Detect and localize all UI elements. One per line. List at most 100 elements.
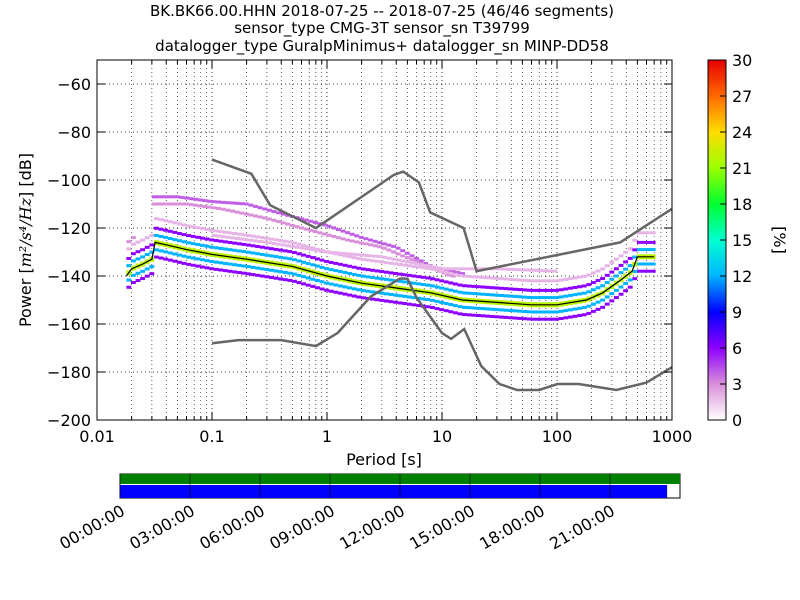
psd-histogram-cell	[310, 256, 316, 260]
psd-outlier-cell	[520, 268, 526, 272]
psd-outlier-cell	[126, 240, 132, 244]
psd-histogram-cell	[425, 276, 431, 280]
psd-histogram-cell	[457, 273, 463, 277]
psd-histogram-cell	[383, 299, 389, 303]
psd-histogram-cell	[365, 275, 371, 279]
psd-histogram-cell	[503, 294, 509, 298]
psd-histogram-cell	[462, 274, 468, 278]
psd-histogram-cell	[406, 302, 412, 306]
psd-outlier-cell	[409, 258, 415, 262]
psd-histogram-cell	[130, 252, 136, 256]
psd-outlier-cell	[253, 214, 258, 218]
psd-histogram-cell	[411, 274, 417, 278]
psd-histogram-cell	[618, 285, 624, 289]
x-axis-label: Period [s]	[346, 450, 422, 469]
psd-histogram-cell	[259, 245, 265, 249]
psd-outlier-cell	[266, 208, 272, 212]
timeline-tick-label: 18:00:00	[476, 501, 548, 553]
psd-outlier-cell	[354, 253, 360, 257]
psd-histogram-cell	[636, 262, 642, 266]
psd-histogram-cell	[144, 236, 150, 240]
psd-histogram-cell	[489, 307, 495, 311]
psd-histogram-cell	[618, 263, 624, 267]
psd-outlier-cell	[349, 232, 355, 236]
psd-histogram-cell	[489, 314, 495, 318]
psd-histogram-cell	[273, 255, 279, 259]
psd-histogram-cell	[347, 264, 353, 268]
psd-histogram-cell	[383, 292, 389, 296]
psd-histogram-cell	[282, 278, 288, 282]
psd-histogram-cell	[287, 250, 293, 254]
psd-histogram-cell	[609, 277, 615, 281]
psd-outlier-cell	[391, 250, 396, 254]
psd-histogram-cell	[314, 257, 320, 261]
psd-histogram-cell	[360, 289, 366, 293]
psd-histogram-cell	[618, 271, 624, 275]
psd-histogram-cell	[236, 232, 242, 236]
psd-histogram-cell	[388, 292, 394, 296]
psd-outlier-cell	[455, 271, 461, 275]
psd-histogram-cell	[236, 263, 242, 267]
psd-outlier-cell	[386, 243, 392, 247]
psd-histogram-cell	[590, 302, 596, 306]
psd-histogram-cell	[462, 291, 468, 295]
psd-histogram-cell	[632, 238, 638, 242]
psd-histogram-cell	[333, 290, 339, 294]
psd-histogram-cell	[370, 268, 376, 272]
psd-histogram-cell	[402, 263, 408, 267]
low-noise-model-line	[211, 277, 672, 392]
psd-histogram-cell	[434, 268, 440, 272]
psd-histogram-cell	[595, 279, 601, 283]
psd-outlier-cell	[299, 226, 304, 230]
psd-histogram-cell	[572, 307, 578, 311]
psd-outlier-cell	[363, 253, 369, 257]
psd-histogram-cell	[296, 273, 302, 277]
psd-histogram-cell	[416, 282, 422, 286]
psd-outlier-cell	[326, 224, 332, 228]
psd-histogram-cell	[572, 293, 578, 297]
psd-histogram-cell	[259, 252, 265, 256]
psd-histogram-cell	[558, 317, 564, 321]
psd-histogram-cell	[195, 257, 201, 261]
psd-histogram-cell	[512, 316, 518, 320]
psd-histogram-cell	[411, 303, 417, 307]
psd-histogram-cell	[471, 292, 477, 296]
psd-histogram-cell	[204, 266, 210, 270]
psd-histogram-cell	[595, 286, 601, 290]
psd-histogram-cell	[577, 275, 583, 279]
psd-histogram-cell	[278, 239, 284, 243]
psd-histogram-cell	[135, 257, 141, 261]
psd-outlier-cell	[271, 210, 277, 214]
psd-histogram-cell	[494, 276, 500, 280]
psd-histogram-cell	[600, 305, 606, 309]
psd-histogram-cell	[365, 289, 371, 293]
psd-histogram-cell	[204, 244, 210, 248]
psd-outlier-cell	[212, 234, 217, 238]
psd-histogram-cell	[153, 217, 159, 221]
psd-histogram-cell	[232, 270, 238, 274]
psd-outlier-cell	[220, 200, 226, 204]
psd-histogram-cell	[314, 286, 320, 290]
psd-outlier-cell	[506, 267, 512, 271]
psd-histogram-cell	[360, 257, 366, 261]
psd-histogram-cell	[213, 267, 219, 271]
psd-outlier-cell	[239, 237, 245, 241]
psd-outlier-cell	[317, 222, 323, 226]
psd-histogram-cell	[310, 263, 316, 267]
psd-histogram-cell	[218, 239, 224, 243]
psd-histogram-cell	[572, 314, 578, 318]
psd-histogram-cell	[227, 269, 233, 273]
psd-histogram-cell	[498, 286, 504, 290]
psd-histogram-cell	[374, 269, 380, 273]
psd-histogram-cell	[245, 243, 251, 247]
psd-histogram-cell	[567, 315, 573, 319]
psd-histogram-cell	[255, 273, 261, 277]
colorbar-tick-label: 6	[732, 339, 742, 358]
psd-histogram-cell	[222, 230, 228, 234]
psd-outlier-cell	[386, 248, 392, 252]
psd-outlier-cell	[373, 254, 378, 258]
psd-histogram-cell	[425, 298, 431, 302]
psd-histogram-cell	[604, 281, 610, 285]
psd-histogram-cell	[535, 288, 541, 292]
psd-outlier-cell	[335, 236, 341, 240]
